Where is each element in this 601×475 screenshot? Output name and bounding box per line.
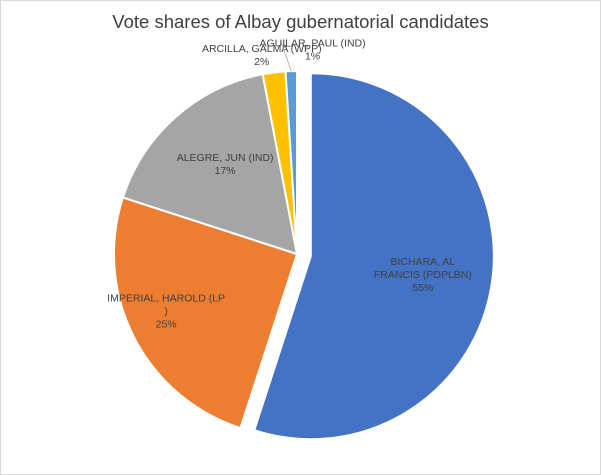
chart-title: Vote shares of Albay gubernatorial candi… xyxy=(112,11,489,32)
slice-category-label: BICHARA, AL xyxy=(391,256,456,268)
slice-percent-label: 55% xyxy=(412,282,433,294)
leader-line xyxy=(280,40,292,72)
slice-category-label: ) xyxy=(164,305,168,317)
slice-percent-label: 25% xyxy=(156,318,177,330)
pie-slice xyxy=(113,196,299,430)
pie-slice xyxy=(253,72,495,441)
pie-slice xyxy=(121,73,299,256)
slice-percent-label: 1% xyxy=(305,51,320,63)
slice-category-label: IMPERIAL, HAROLD (LP xyxy=(107,292,225,304)
slice-category-label: ARCILLA, GALMA (WPP) xyxy=(202,43,322,55)
slice-category-label: FRANCIS (PDPLBN) xyxy=(374,269,472,281)
slice-category-label: AGUILAR, PAUL (IND) xyxy=(259,38,365,50)
slice-category-label: ALEGRE, JUN (IND) xyxy=(177,152,274,164)
slice-percent-label: 17% xyxy=(215,165,236,177)
slice-percent-label: 2% xyxy=(254,56,269,68)
